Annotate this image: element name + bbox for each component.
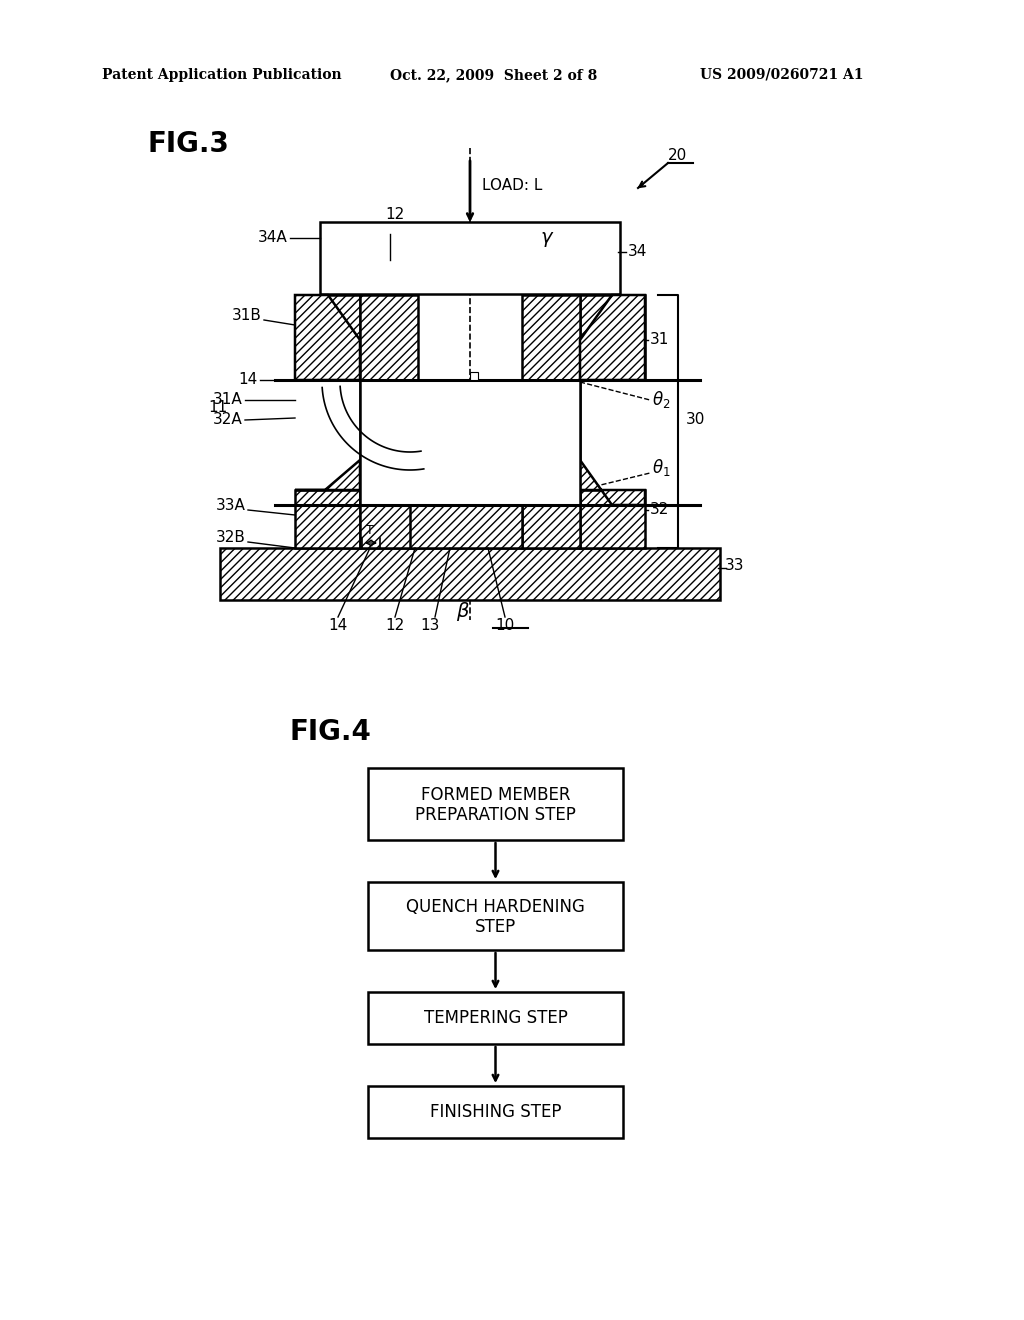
Bar bbox=[220, 548, 720, 601]
Bar bbox=[368, 993, 623, 1044]
Text: 12: 12 bbox=[385, 207, 404, 222]
Text: 32A: 32A bbox=[213, 412, 243, 428]
Polygon shape bbox=[580, 294, 645, 380]
Text: 14: 14 bbox=[329, 618, 347, 634]
Text: 13: 13 bbox=[420, 618, 439, 634]
Bar bbox=[410, 506, 522, 548]
Polygon shape bbox=[295, 294, 360, 380]
Text: Patent Application Publication: Patent Application Publication bbox=[102, 69, 342, 82]
Text: 34: 34 bbox=[628, 244, 647, 260]
Text: LOAD: L: LOAD: L bbox=[482, 178, 543, 193]
Text: $\alpha$: $\alpha$ bbox=[488, 389, 503, 408]
Text: FIG.3: FIG.3 bbox=[148, 129, 229, 158]
Text: FINISHING STEP: FINISHING STEP bbox=[430, 1104, 561, 1121]
Text: FORMED MEMBER: FORMED MEMBER bbox=[421, 785, 570, 804]
Text: 31: 31 bbox=[650, 333, 670, 347]
Bar bbox=[368, 882, 623, 950]
Text: Oct. 22, 2009  Sheet 2 of 8: Oct. 22, 2009 Sheet 2 of 8 bbox=[390, 69, 597, 82]
Bar bbox=[470, 372, 478, 380]
Text: 30: 30 bbox=[686, 412, 706, 428]
Text: 20: 20 bbox=[668, 148, 687, 162]
Polygon shape bbox=[580, 459, 645, 506]
Bar bbox=[360, 294, 418, 548]
Bar bbox=[410, 506, 522, 548]
Bar bbox=[580, 294, 645, 380]
Bar bbox=[580, 490, 645, 548]
Text: 10: 10 bbox=[496, 618, 515, 634]
Text: 32: 32 bbox=[650, 503, 670, 517]
Bar bbox=[319, 222, 620, 294]
Bar bbox=[360, 294, 418, 548]
Bar bbox=[295, 490, 360, 548]
Text: 31A: 31A bbox=[213, 392, 243, 408]
Text: 33A: 33A bbox=[216, 498, 246, 512]
Text: QUENCH HARDENING: QUENCH HARDENING bbox=[407, 898, 585, 916]
Text: $\beta$: $\beta$ bbox=[456, 601, 470, 623]
Text: 31B: 31B bbox=[232, 309, 262, 323]
Bar bbox=[522, 294, 580, 548]
Bar bbox=[295, 294, 360, 380]
Text: TEMPERING STEP: TEMPERING STEP bbox=[424, 1008, 567, 1027]
Text: 33: 33 bbox=[725, 557, 744, 573]
Bar bbox=[368, 768, 623, 840]
Text: 32B: 32B bbox=[216, 531, 246, 545]
Bar bbox=[295, 490, 360, 548]
Text: US 2009/0260721 A1: US 2009/0260721 A1 bbox=[700, 69, 863, 82]
Text: $\gamma$: $\gamma$ bbox=[540, 230, 554, 249]
Text: 14: 14 bbox=[239, 372, 258, 388]
Text: FIG.4: FIG.4 bbox=[290, 718, 372, 746]
Text: 11: 11 bbox=[209, 400, 228, 416]
Bar bbox=[360, 380, 580, 506]
Text: T: T bbox=[366, 524, 374, 537]
Text: PREPARATION STEP: PREPARATION STEP bbox=[415, 807, 575, 824]
Bar bbox=[580, 490, 645, 548]
Bar bbox=[580, 294, 645, 380]
Bar bbox=[295, 294, 360, 380]
Text: 12: 12 bbox=[385, 618, 404, 634]
Bar bbox=[368, 1086, 623, 1138]
Text: $\theta_1$: $\theta_1$ bbox=[652, 458, 671, 479]
Text: STEP: STEP bbox=[475, 917, 516, 936]
Text: $\theta_2$: $\theta_2$ bbox=[652, 389, 671, 411]
Bar bbox=[522, 294, 580, 548]
Polygon shape bbox=[295, 459, 360, 490]
Bar bbox=[418, 411, 522, 475]
Text: 34A: 34A bbox=[258, 231, 288, 246]
Bar bbox=[220, 548, 720, 601]
